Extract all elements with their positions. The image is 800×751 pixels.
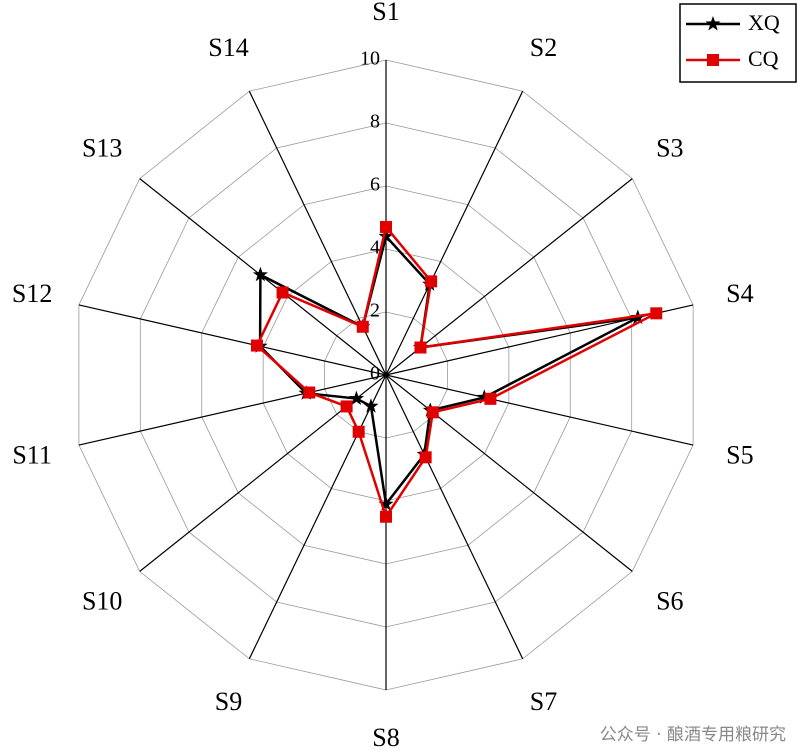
category-label: S2 [530, 33, 557, 62]
category-label: S5 [726, 441, 753, 470]
tick-label: 8 [370, 111, 380, 133]
series-line [255, 224, 657, 520]
tick-label: 6 [370, 174, 380, 196]
category-label: S4 [726, 279, 753, 308]
tick-label: 0 [370, 363, 380, 385]
category-label: S7 [530, 687, 557, 716]
data-point [378, 496, 394, 511]
legend-marker [705, 16, 721, 31]
axis-spoke [78, 304, 387, 376]
axis-spoke [385, 374, 524, 660]
data-point [356, 320, 369, 333]
category-label: S13 [82, 134, 122, 163]
data-point [348, 390, 365, 405]
category-label: S9 [215, 687, 242, 716]
axis-spoke [385, 374, 633, 572]
data-point [425, 275, 438, 288]
legend-label: XQ [748, 10, 780, 35]
data-point [303, 386, 316, 399]
data-point [363, 398, 379, 413]
category-label: S14 [208, 33, 248, 62]
data-point [340, 400, 353, 413]
category-label: S11 [12, 441, 52, 470]
data-point [426, 406, 439, 419]
data-point [380, 510, 392, 523]
data-point [414, 341, 427, 354]
watermark: 公众号 · 酿酒专用粮研究 [600, 725, 786, 745]
axis-spoke [385, 374, 694, 446]
data-point [476, 389, 492, 404]
axis-spoke [78, 374, 387, 446]
axis-spoke [385, 90, 524, 376]
category-label: S1 [372, 0, 399, 26]
category-label: S10 [82, 586, 122, 615]
data-point [378, 228, 394, 243]
legend-marker [707, 54, 719, 66]
data-point [276, 286, 289, 299]
tick-label: 10 [360, 48, 380, 70]
data-point [352, 425, 365, 438]
category-label: S8 [372, 723, 399, 751]
category-label: S12 [12, 279, 52, 308]
axis-spoke [385, 178, 633, 376]
data-point [252, 266, 268, 282]
data-point [380, 220, 392, 233]
axis-spoke [248, 374, 387, 660]
data-point [251, 339, 264, 352]
tick-label: 4 [370, 237, 380, 259]
series-line [258, 233, 639, 508]
category-label: S3 [656, 134, 683, 163]
tick-label: 2 [370, 300, 380, 322]
data-point [484, 392, 497, 405]
legend-label: CQ [748, 46, 779, 71]
data-point [419, 451, 432, 464]
legend-box [679, 3, 797, 83]
category-label: S6 [656, 586, 683, 615]
data-point [650, 307, 663, 320]
